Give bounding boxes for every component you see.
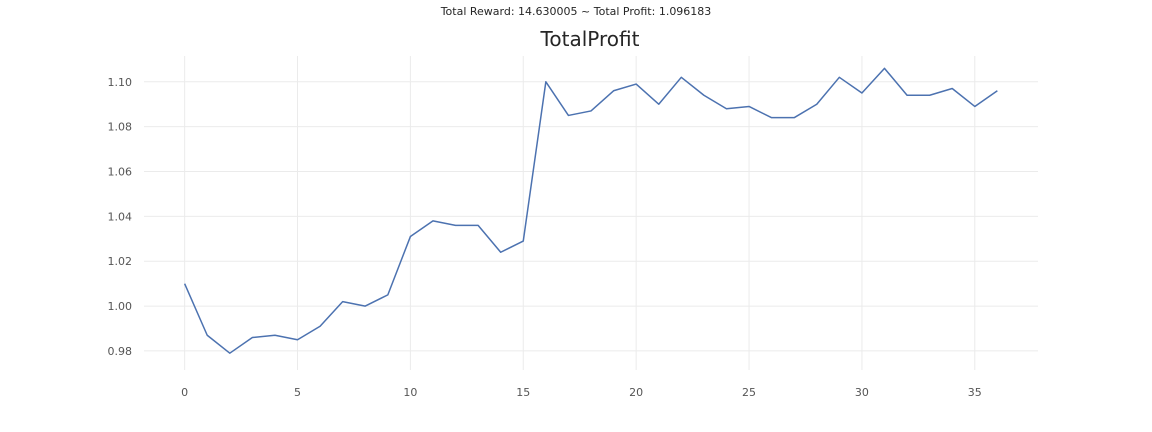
y-tick-label: 1.10 <box>108 76 133 89</box>
x-tick-label: 30 <box>855 386 869 399</box>
series-line <box>183 67 998 354</box>
x-tick-label: 15 <box>516 386 530 399</box>
y-tick-label: 1.08 <box>108 121 133 134</box>
y-tick-label: 1.06 <box>108 166 133 179</box>
grid <box>144 56 1038 370</box>
x-tick-label: 20 <box>629 386 643 399</box>
x-tick-label: 35 <box>968 386 982 399</box>
x-axis-ticks: 0 5 10 15 20 25 30 35 <box>181 386 982 399</box>
y-tick-label: 0.98 <box>108 345 133 358</box>
y-axis-ticks: 0.98 1.00 1.02 1.04 1.06 1.08 1.10 <box>108 76 133 358</box>
x-tick-label: 5 <box>294 386 301 399</box>
chart-title: TotalProfit <box>540 27 640 51</box>
y-tick-label: 1.02 <box>108 255 133 268</box>
y-tick-label: 1.04 <box>108 210 133 223</box>
x-tick-label: 0 <box>181 386 188 399</box>
x-tick-label: 25 <box>742 386 756 399</box>
y-tick-label: 1.00 <box>108 300 133 313</box>
x-tick-label: 10 <box>403 386 417 399</box>
figure-suptitle: Total Reward: 14.630005 ~ Total Profit: … <box>440 5 712 18</box>
series-layer <box>183 67 998 354</box>
